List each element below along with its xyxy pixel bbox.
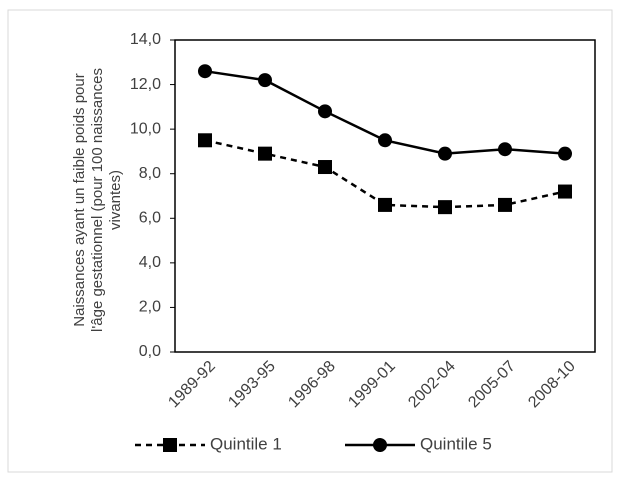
y-tick-label: 0,0 — [139, 343, 161, 360]
data-point — [558, 184, 572, 199]
y-tick-label: 4,0 — [139, 254, 161, 271]
y-tick-label: 6,0 — [139, 210, 161, 227]
chart-frame — [7, 9, 613, 473]
y-axis-label: vivantes) — [107, 170, 124, 230]
data-point — [378, 197, 392, 212]
data-point — [438, 200, 452, 215]
y-tick-label: 12,0 — [130, 76, 161, 93]
legend-label: Quintile 1 — [210, 434, 282, 453]
y-axis-label: Naissances ayant un faible poids pour — [71, 73, 88, 327]
plot-area — [174, 39, 596, 353]
data-point — [498, 142, 512, 157]
y-tick-label: 14,0 — [130, 31, 161, 48]
data-point — [198, 64, 212, 79]
y-axis-label: l'âge gestationnel (pour 100 naissances — [89, 68, 106, 332]
y-tick-label: 8,0 — [139, 165, 161, 182]
data-point — [198, 133, 212, 148]
data-point — [318, 104, 332, 119]
legend-marker — [163, 438, 177, 452]
legend-label: Quintile 5 — [420, 434, 492, 453]
data-point — [498, 197, 512, 212]
data-point — [258, 146, 272, 161]
data-point — [378, 133, 392, 148]
data-point — [258, 73, 272, 88]
y-tick-label: 2,0 — [139, 299, 161, 316]
legend-marker — [373, 438, 387, 452]
data-point — [318, 160, 332, 175]
y-tick-label: 10,0 — [130, 120, 161, 137]
data-point — [558, 146, 572, 161]
data-point — [438, 146, 452, 161]
